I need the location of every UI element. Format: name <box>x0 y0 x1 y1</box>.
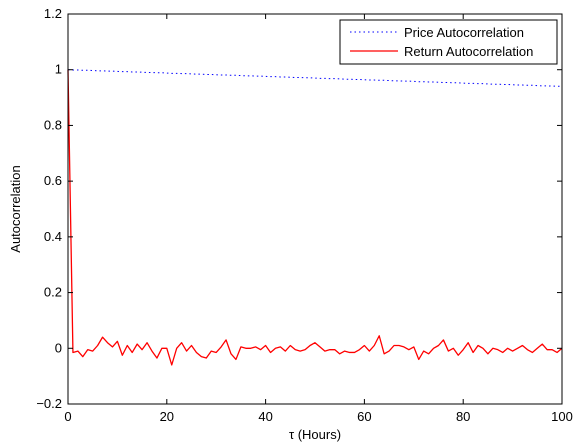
plot-background <box>68 14 562 404</box>
legend: Price Autocorrelation Return Autocorrela… <box>339 19 558 65</box>
y-tick-label: 1 <box>55 62 62 77</box>
legend-label-return: Return Autocorrelation <box>404 44 533 59</box>
legend-label-price: Price Autocorrelation <box>404 25 524 40</box>
x-ticks: 0 20 40 60 80 100 <box>64 14 573 424</box>
series-line-return-autocorrelation <box>67 69 563 366</box>
y-tick-label: −0.2 <box>36 396 62 411</box>
x-tick-label: 0 <box>64 409 71 424</box>
y-tick-label: 0.6 <box>44 173 62 188</box>
x-tick-label: 100 <box>551 409 573 424</box>
y-tick-label: 1.2 <box>44 6 62 21</box>
plot-frame <box>67 13 563 405</box>
series-line-price-autocorrelation <box>67 69 563 87</box>
x-tick-label: 20 <box>160 409 174 424</box>
x-tick-label: 60 <box>357 409 371 424</box>
y-tick-label: 0 <box>55 340 62 355</box>
y-tick-label: 0.4 <box>44 229 62 244</box>
series-layer <box>67 69 563 366</box>
x-tick-label: 80 <box>456 409 470 424</box>
y-tick-label: 0.8 <box>44 117 62 132</box>
y-axis-label: Autocorrelation <box>8 165 23 252</box>
x-axis-label: τ (Hours) <box>289 427 341 442</box>
y-ticks: −0.2 0 0.2 0.4 0.6 0.8 1 1.2 <box>36 6 562 411</box>
y-tick-label: 0.2 <box>44 285 62 300</box>
x-tick-label: 40 <box>258 409 272 424</box>
legend-box <box>339 19 558 65</box>
